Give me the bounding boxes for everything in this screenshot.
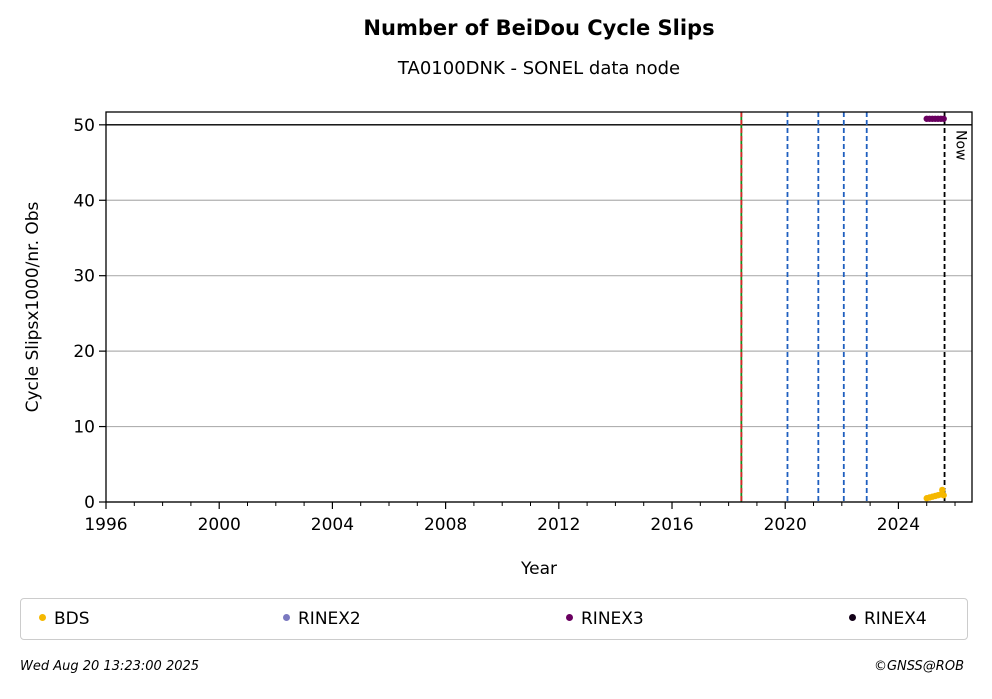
x-tick-label-2020: 2020: [764, 515, 807, 535]
legend-label-bds: BDS: [54, 609, 90, 629]
legend-label-rinex2: RINEX2: [298, 609, 361, 629]
y-tick-label-40: 40: [73, 191, 95, 211]
legend-item-rinex3: RINEX3: [566, 599, 644, 639]
x-tick-label-1996: 1996: [84, 515, 127, 535]
plot-frame: [105, 111, 973, 503]
legend-marker-rinex2: [283, 613, 290, 621]
y-axis-label: Cycle Slipsx1000/nr. Obs: [23, 201, 43, 412]
point-bds-6: [939, 486, 946, 494]
now-label: Now: [953, 130, 969, 161]
legend-marker-bds: [39, 613, 46, 621]
credit: ©GNSS@ROB: [873, 659, 964, 674]
chart-subtitle: TA0100DNK - SONEL data node: [397, 58, 681, 79]
chart-legend: BDS RINEX2 RINEX3 RINEX4: [20, 598, 968, 640]
point-bds-7: [940, 492, 947, 499]
x-tick-label-2004: 2004: [311, 515, 354, 535]
legend-item-rinex4: RINEX4: [849, 599, 927, 639]
x-tick-label-2016: 2016: [650, 515, 693, 535]
y-tick-label-20: 20: [73, 342, 95, 362]
x-axis-label: Year: [520, 559, 557, 579]
point-rinex3-6: [940, 115, 947, 122]
x-tick-label-2000: 2000: [198, 515, 241, 535]
x-tick-label-2024: 2024: [877, 515, 920, 535]
x-tick-label-2012: 2012: [537, 515, 580, 535]
chart-title: Number of BeiDou Cycle Slips: [363, 16, 715, 40]
legend-marker-rinex4: [849, 613, 856, 621]
x-tick-label-2008: 2008: [424, 515, 467, 535]
y-tick-label-50: 50: [73, 116, 95, 136]
legend-label-rinex4: RINEX4: [864, 609, 927, 629]
legend-marker-rinex3: [566, 613, 573, 621]
y-tick-label-10: 10: [73, 418, 95, 438]
legend-item-bds: BDS: [39, 599, 90, 639]
y-tick-label-30: 30: [73, 267, 95, 287]
legend-item-rinex2: RINEX2: [283, 599, 361, 639]
y-tick-label-0: 0: [84, 493, 95, 513]
legend-label-rinex3: RINEX3: [581, 609, 644, 629]
cycle-slips-chart: Now 1996 2000 2004 2008 2012 2016 2020 2024 0 10 20…: [23, 111, 973, 579]
timestamp: Wed Aug 20 13:23:00 2025: [20, 659, 200, 674]
